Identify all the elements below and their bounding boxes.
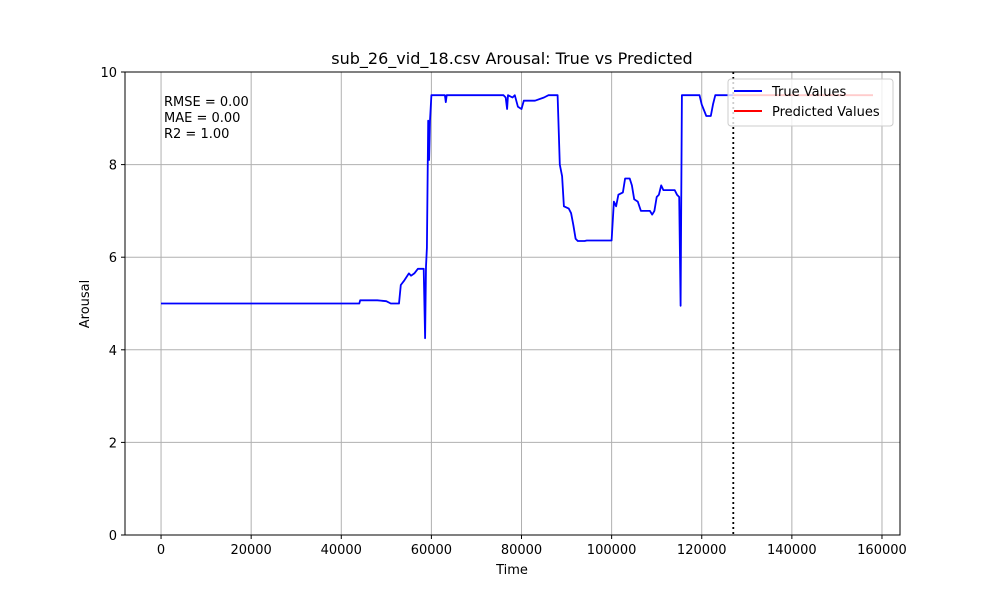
x-axis-label: Time	[495, 563, 528, 578]
y-axis-label: Arousal	[78, 280, 93, 329]
legend-box	[727, 78, 894, 127]
legend-label-true-values: True Values	[771, 85, 846, 100]
x-tick-label: 40000	[321, 543, 362, 558]
legend-label-predicted-values: Predicted Values	[772, 105, 880, 120]
legend: True Values Predicted Values	[727, 78, 894, 127]
metrics-annotation: RMSE = 0.00 MAE = 0.00 R2 = 1.00	[164, 95, 249, 142]
rmse-text: RMSE = 0.00	[164, 95, 249, 110]
x-tick-label: 160000	[857, 543, 907, 558]
x-tick-label: 140000	[767, 543, 817, 558]
y-axis-ticks: 0 2 4 6 8 10	[100, 66, 125, 544]
x-tick-label: 0	[157, 543, 165, 558]
y-tick-label: 6	[109, 251, 117, 266]
x-tick-label: 120000	[677, 543, 727, 558]
y-tick-label: 0	[109, 529, 117, 544]
r2-text: R2 = 1.00	[164, 127, 229, 142]
x-tick-label: 100000	[587, 543, 637, 558]
y-tick-label: 2	[109, 436, 117, 451]
chart-title: sub_26_vid_18.csv Arousal: True vs Predi…	[331, 49, 692, 69]
x-tick-label: 60000	[411, 543, 452, 558]
y-tick-label: 8	[109, 159, 117, 174]
series-line-true-values	[161, 94, 734, 340]
y-tick-label: 10	[100, 66, 117, 81]
x-axis-ticks: 0 20000 40000 60000 80000 100000 120000 140000 1…	[157, 535, 907, 558]
y-tick-label: 4	[109, 344, 117, 359]
mae-text: MAE = 0.00	[164, 111, 240, 126]
x-tick-label: 20000	[230, 543, 271, 558]
series-layer	[161, 94, 873, 340]
x-tick-label: 80000	[501, 543, 542, 558]
plot-frame	[124, 71, 901, 536]
